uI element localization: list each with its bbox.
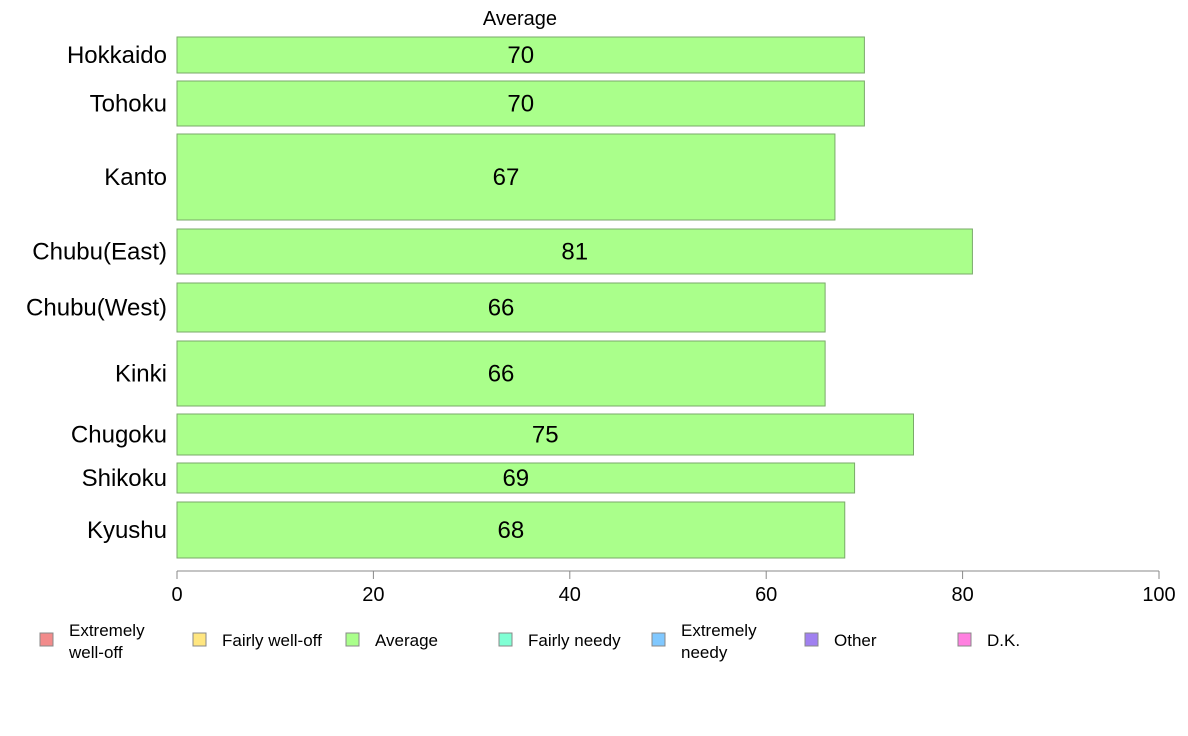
- category-label: Kanto: [104, 164, 167, 191]
- x-tick-label: 80: [951, 584, 973, 606]
- category-label: Kinki: [115, 361, 167, 388]
- legend-label: Fairly well-off: [222, 631, 322, 650]
- bar-tohoku: [176, 80, 865, 127]
- bar-kanto: [176, 133, 836, 221]
- x-tick-label: 40: [559, 584, 581, 606]
- legend-label: Average: [375, 631, 438, 650]
- legend-item: D.K.: [957, 631, 1020, 650]
- legend-item: Average: [345, 631, 438, 650]
- legend-swatch: [804, 632, 819, 647]
- category-labels: Hokkaido Tohoku Kanto Chubu(East) Chubu(West…: [26, 42, 167, 544]
- category-label: Kyushu: [87, 517, 167, 544]
- legend-swatch: [345, 632, 360, 647]
- legend-label: D.K.: [987, 631, 1020, 650]
- category-label: Chubu(West): [26, 295, 167, 322]
- legend-swatch: [192, 632, 207, 647]
- bar-kinki: [176, 340, 826, 407]
- legend-label: Other: [834, 631, 877, 650]
- category-label: Hokkaido: [67, 42, 167, 69]
- bar-kyushu: [176, 501, 846, 559]
- legend-label: Extremely: [69, 621, 145, 640]
- legend-swatch: [957, 632, 972, 647]
- legend-item: Fairly needy: [498, 631, 621, 650]
- chart-title: Average: [483, 8, 557, 30]
- x-tick-label: 0: [171, 584, 182, 606]
- legend-label: well-off: [68, 643, 123, 662]
- bars-layer: [176, 36, 973, 559]
- data-label: 66: [488, 361, 515, 388]
- data-label: 68: [498, 517, 525, 544]
- data-label: 70: [507, 91, 534, 118]
- legend-label: needy: [681, 643, 728, 662]
- legend: Extremely well-off Fairly well-off Average F…: [39, 621, 1020, 662]
- data-label: 75: [532, 422, 559, 449]
- legend-item: Extremely needy: [651, 621, 757, 662]
- bar-shikoku: [176, 462, 856, 494]
- legend-item: Extremely well-off: [39, 621, 145, 662]
- legend-swatch: [498, 632, 513, 647]
- legend-swatch: [651, 632, 666, 647]
- bar-chubu-east-: [176, 228, 973, 275]
- category-label: Tohoku: [90, 91, 167, 118]
- bar-chubu-west-: [176, 282, 826, 333]
- x-tick-label: 100: [1142, 584, 1175, 606]
- x-tick-label: 20: [362, 584, 384, 606]
- legend-item: Other: [804, 631, 877, 650]
- x-axis: 0 20 40 60 80 100: [171, 570, 1176, 606]
- data-label: 66: [488, 295, 515, 322]
- bar-chugoku: [176, 413, 914, 456]
- data-label: 70: [507, 42, 534, 69]
- legend-label: Extremely: [681, 621, 757, 640]
- legend-label: Fairly needy: [528, 631, 621, 650]
- x-tick-label: 60: [755, 584, 777, 606]
- bar-hokkaido: [176, 36, 865, 74]
- category-label: Chugoku: [71, 422, 167, 449]
- legend-swatch: [39, 632, 54, 647]
- data-label: 81: [561, 239, 588, 266]
- data-label: 67: [493, 164, 520, 191]
- legend-item: Fairly well-off: [192, 631, 322, 650]
- data-label: 69: [502, 465, 529, 492]
- category-label: Shikoku: [82, 465, 167, 492]
- category-label: Chubu(East): [32, 239, 167, 266]
